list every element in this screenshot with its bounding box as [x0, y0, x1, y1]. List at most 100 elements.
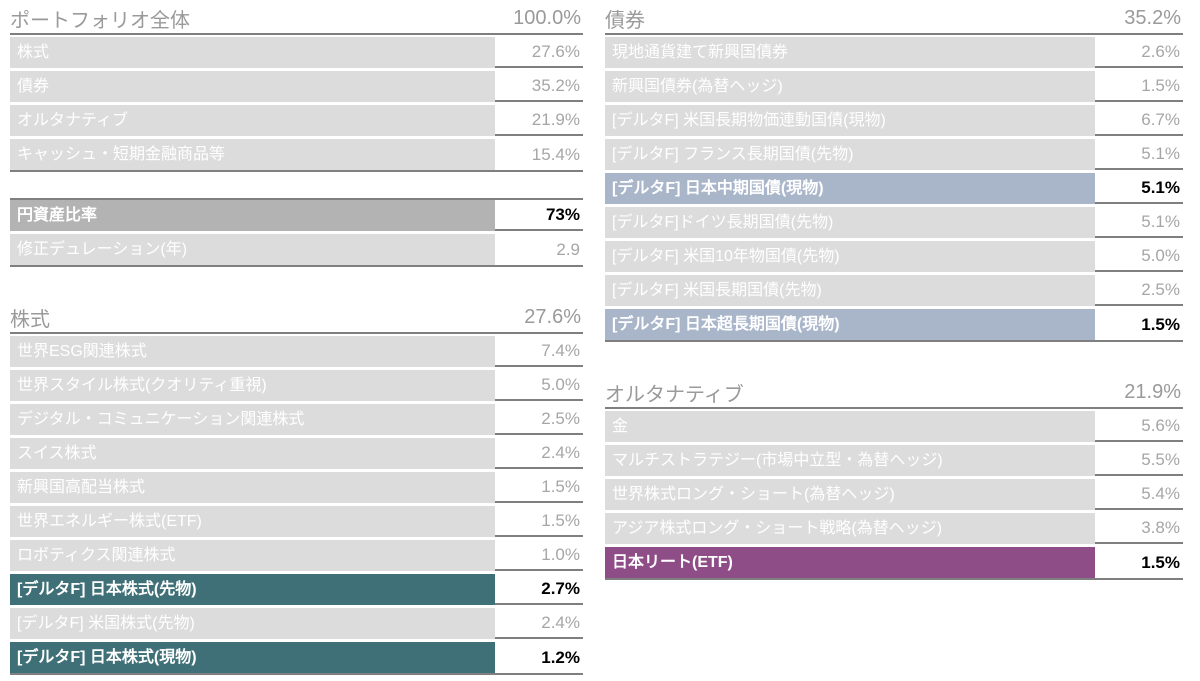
- table-row: [デルタF] 日本中期国債(現物) 5.1%: [605, 173, 1183, 204]
- table-row: ロボティクス関連株式 1.0%: [10, 540, 583, 571]
- table-row: 世界ESG関連株式 7.4%: [10, 336, 583, 367]
- row-label: 金: [605, 411, 1095, 442]
- row-label: デジタル・コミュニケーション関連株式: [10, 404, 495, 435]
- table-row: [デルタF] 日本超長期国債(現物) 1.5%: [605, 309, 1183, 340]
- row-value: 2.6%: [1095, 37, 1183, 68]
- row-value: 5.5%: [1095, 445, 1183, 476]
- row-label: [デルタF] 日本株式(先物): [10, 574, 495, 605]
- row-value: 2.9: [495, 234, 583, 265]
- table-row: 修正デュレーション(年) 2.9: [10, 234, 583, 265]
- table-row: [デルタF]ドイツ長期国債(先物) 5.1%: [605, 207, 1183, 238]
- row-label: [デルタF] 米国長期物価連動国債(現物): [605, 105, 1095, 136]
- row-value: 1.5%: [495, 506, 583, 537]
- section-total-value: 35.2%: [1124, 7, 1181, 29]
- section-body: 金 5.6% マルチストラテジー(市場中立型・為替ヘッジ) 5.5% 世界株式ロング・シ…: [605, 411, 1183, 580]
- row-value: 2.5%: [1095, 275, 1183, 306]
- table-row: マルチストラテジー(市場中立型・為替ヘッジ) 5.5%: [605, 445, 1183, 476]
- section-header: オルタナティブ 21.9%: [605, 378, 1183, 409]
- row-label: オルタナティブ: [10, 105, 495, 136]
- row-value: 5.4%: [1095, 479, 1183, 510]
- section-header: ポートフォリオ全体 100.0%: [10, 4, 583, 35]
- row-label: 円資産比率: [10, 200, 495, 231]
- row-label: 株式: [10, 37, 495, 68]
- yen-metrics-section: 円資産比率 73% 修正デュレーション(年) 2.9: [10, 198, 583, 267]
- table-row: 金 5.6%: [605, 411, 1183, 442]
- section-total-value: 27.6%: [524, 306, 581, 328]
- row-label: 修正デュレーション(年): [10, 234, 495, 265]
- table-row: アジア株式ロング・ショート戦略(為替ヘッジ) 3.8%: [605, 513, 1183, 544]
- row-label: 新興国高配当株式: [10, 472, 495, 503]
- portfolio-total-section: ポートフォリオ全体 100.0% 株式 27.6% 債券 35.2% オルタナティブ 21…: [10, 4, 583, 172]
- table-row: 世界株式ロング・ショート(為替ヘッジ) 5.4%: [605, 479, 1183, 510]
- row-value: 5.6%: [1095, 411, 1183, 442]
- table-row: デジタル・コミュニケーション関連株式 2.5%: [10, 404, 583, 435]
- section-header: 株式 27.6%: [10, 303, 583, 334]
- section-body: 円資産比率 73% 修正デュレーション(年) 2.9: [10, 198, 583, 267]
- row-label: 世界スタイル株式(クオリティ重視): [10, 370, 495, 401]
- row-value: 6.7%: [1095, 105, 1183, 136]
- table-row: [デルタF] 米国長期物価連動国債(現物) 6.7%: [605, 105, 1183, 136]
- table-row: 現地通貨建て新興国債券 2.6%: [605, 37, 1183, 68]
- right-column: 債券 35.2% 現地通貨建て新興国債券 2.6% 新興国債券(為替ヘッジ) 1.5%…: [605, 4, 1183, 675]
- alternatives-section: オルタナティブ 21.9% 金 5.6% マルチストラテジー(市場中立型・為替ヘッジ…: [605, 378, 1183, 580]
- row-value: 73%: [495, 200, 583, 231]
- row-label: 債券: [10, 71, 495, 102]
- row-value: 21.9%: [495, 105, 583, 136]
- row-label: [デルタF] 日本中期国債(現物): [605, 173, 1095, 204]
- section-title: 株式: [10, 309, 50, 331]
- row-value: 2.5%: [495, 404, 583, 435]
- row-label: [デルタF] 米国株式(先物): [10, 608, 495, 639]
- section-title: 債券: [605, 10, 645, 32]
- table-row: 日本リート(ETF) 1.5%: [605, 547, 1183, 578]
- equity-section: 株式 27.6% 世界ESG関連株式 7.4% 世界スタイル株式(クオリティ重視) 5…: [10, 303, 583, 675]
- table-row: [デルタF] 米国長期国債(先物) 2.5%: [605, 275, 1183, 306]
- table-row: 世界エネルギー株式(ETF) 1.5%: [10, 506, 583, 537]
- row-value: 5.1%: [1095, 207, 1183, 238]
- table-row: スイス株式 2.4%: [10, 438, 583, 469]
- row-value: 1.5%: [1095, 547, 1183, 578]
- row-label: スイス株式: [10, 438, 495, 469]
- table-row: [デルタF] 米国10年物国債(先物) 5.0%: [605, 241, 1183, 272]
- section-total-value: 100.0%: [513, 7, 581, 29]
- bonds-section: 債券 35.2% 現地通貨建て新興国債券 2.6% 新興国債券(為替ヘッジ) 1.5%…: [605, 4, 1183, 342]
- section-body: 世界ESG関連株式 7.4% 世界スタイル株式(クオリティ重視) 5.0% デジタル・コ…: [10, 336, 583, 675]
- left-column: ポートフォリオ全体 100.0% 株式 27.6% 債券 35.2% オルタナティブ 21…: [10, 4, 583, 675]
- table-row: [デルタF] フランス長期国債(先物) 5.1%: [605, 139, 1183, 170]
- table-row: [デルタF] 日本株式(先物) 2.7%: [10, 574, 583, 605]
- table-row: [デルタF] 米国株式(先物) 2.4%: [10, 608, 583, 639]
- row-value: 1.0%: [495, 540, 583, 571]
- table-row: 株式 27.6%: [10, 37, 583, 68]
- row-label: ロボティクス関連株式: [10, 540, 495, 571]
- row-value: 2.4%: [495, 438, 583, 469]
- section-body: 株式 27.6% 債券 35.2% オルタナティブ 21.9% キャッシュ・短期金融商品等 1…: [10, 37, 583, 172]
- row-label: アジア株式ロング・ショート戦略(為替ヘッジ): [605, 513, 1095, 544]
- row-value: 5.0%: [1095, 241, 1183, 272]
- section-title: ポートフォリオ全体: [10, 10, 190, 32]
- row-label: [デルタF] フランス長期国債(先物): [605, 139, 1095, 170]
- row-label: 世界ESG関連株式: [10, 336, 495, 367]
- section-body: 現地通貨建て新興国債券 2.6% 新興国債券(為替ヘッジ) 1.5% [デルタF] 米国…: [605, 37, 1183, 342]
- row-value: 1.5%: [495, 472, 583, 503]
- row-value: 27.6%: [495, 37, 583, 68]
- row-value: 2.7%: [495, 574, 583, 605]
- row-label: [デルタF] 米国長期国債(先物): [605, 275, 1095, 306]
- row-label: 新興国債券(為替ヘッジ): [605, 71, 1095, 102]
- row-value: 5.1%: [1095, 139, 1183, 170]
- section-title: オルタナティブ: [605, 384, 744, 406]
- row-label: 日本リート(ETF): [605, 547, 1095, 578]
- row-value: 3.8%: [1095, 513, 1183, 544]
- row-label: 世界株式ロング・ショート(為替ヘッジ): [605, 479, 1095, 510]
- row-label: キャッシュ・短期金融商品等: [10, 139, 495, 170]
- row-label: [デルタF] 日本超長期国債(現物): [605, 309, 1095, 340]
- row-value: 2.4%: [495, 608, 583, 639]
- row-label: 現地通貨建て新興国債券: [605, 37, 1095, 68]
- row-value: 1.5%: [1095, 309, 1183, 340]
- section-total-value: 21.9%: [1124, 381, 1181, 403]
- row-value: 5.1%: [1095, 173, 1183, 204]
- table-row: [デルタF] 日本株式(現物) 1.2%: [10, 642, 583, 673]
- row-label: [デルタF]ドイツ長期国債(先物): [605, 207, 1095, 238]
- row-value: 35.2%: [495, 71, 583, 102]
- table-row: 新興国債券(為替ヘッジ) 1.5%: [605, 71, 1183, 102]
- table-row: 円資産比率 73%: [10, 200, 583, 231]
